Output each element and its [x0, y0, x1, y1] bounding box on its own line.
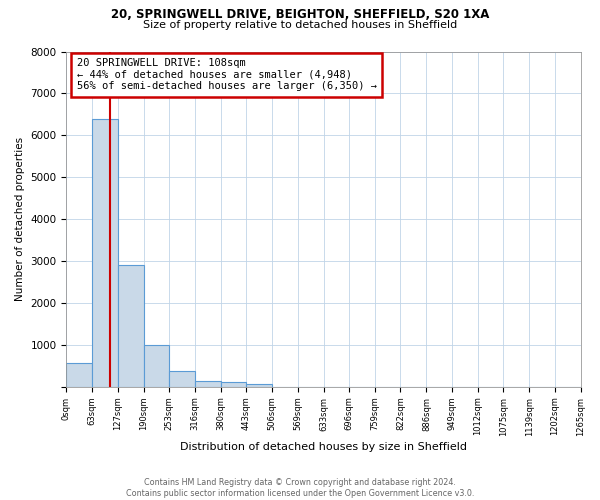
- Text: 20, SPRINGWELL DRIVE, BEIGHTON, SHEFFIELD, S20 1XA: 20, SPRINGWELL DRIVE, BEIGHTON, SHEFFIEL…: [111, 8, 489, 20]
- Bar: [195, 380, 221, 387]
- Y-axis label: Number of detached properties: Number of detached properties: [15, 137, 25, 301]
- Bar: [118, 266, 143, 387]
- Bar: [92, 118, 118, 387]
- X-axis label: Distribution of detached houses by size in Sheffield: Distribution of detached houses by size …: [180, 442, 467, 452]
- Bar: [247, 384, 272, 387]
- Bar: [67, 364, 92, 387]
- Text: 20 SPRINGWELL DRIVE: 108sqm
← 44% of detached houses are smaller (4,948)
56% of : 20 SPRINGWELL DRIVE: 108sqm ← 44% of det…: [77, 58, 377, 92]
- Bar: [221, 382, 247, 387]
- Bar: [143, 345, 169, 387]
- Bar: [169, 371, 195, 387]
- Text: Size of property relative to detached houses in Sheffield: Size of property relative to detached ho…: [143, 20, 457, 30]
- Text: Contains HM Land Registry data © Crown copyright and database right 2024.
Contai: Contains HM Land Registry data © Crown c…: [126, 478, 474, 498]
